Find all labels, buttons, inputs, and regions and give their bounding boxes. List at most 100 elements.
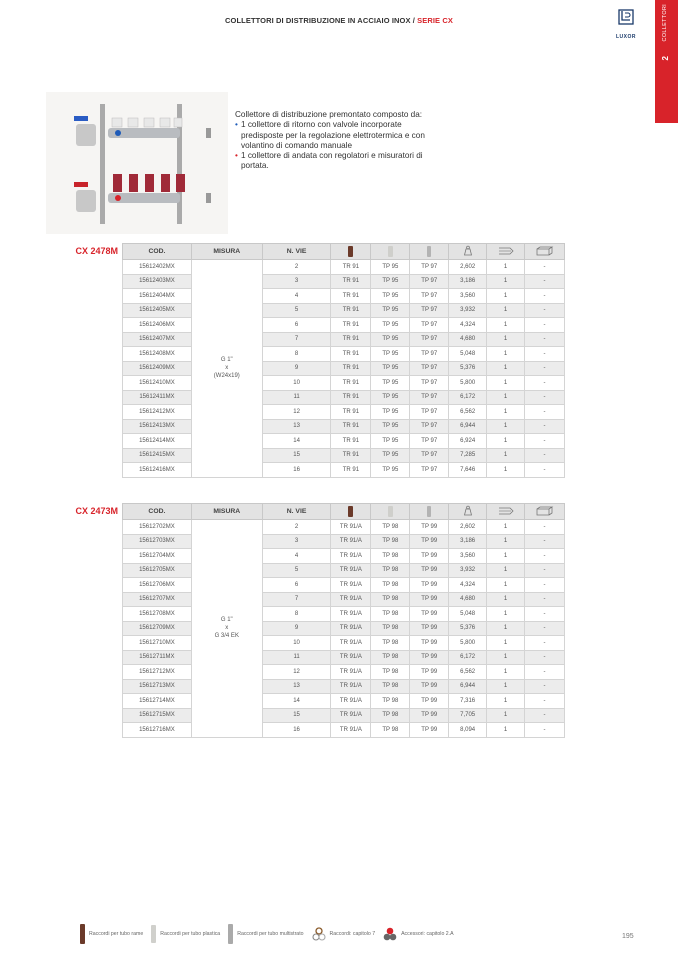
cell-weight: 3,560 bbox=[448, 288, 488, 304]
cell-copper-fitting: TR 91 bbox=[330, 273, 372, 289]
cell-copper-fitting: TR 91/A bbox=[330, 562, 372, 578]
cell-carton: - bbox=[524, 562, 565, 578]
cell-carton: - bbox=[524, 635, 565, 651]
legend-item: Raccordi per tubo multistrato bbox=[228, 924, 304, 944]
page-number: 195 bbox=[622, 933, 634, 940]
cell-copper-fitting: TR 91 bbox=[330, 259, 372, 275]
cell-nvie: 13 bbox=[261, 418, 332, 434]
cell-copper-fitting: TR 91/A bbox=[330, 519, 372, 535]
cell-multilayer-fitting: TP 97 bbox=[409, 447, 450, 463]
cell-copper-fitting: TR 91 bbox=[330, 346, 372, 362]
cell-nvie: 16 bbox=[261, 462, 332, 478]
cell-weight: 4,324 bbox=[448, 317, 488, 333]
cell-carton: - bbox=[524, 678, 565, 694]
cell-quantity: 1 bbox=[486, 375, 526, 391]
cell-weight: 3,186 bbox=[448, 273, 488, 289]
product-table: COD. MISURA N. VIE 15612702MX G 1" x G 3/4 EK 2… bbox=[122, 503, 565, 738]
cell-copper-fitting: TR 91/A bbox=[330, 577, 372, 593]
cell-multilayer-fitting: TP 97 bbox=[409, 404, 450, 420]
cell-cod: 15612415MX bbox=[122, 447, 192, 463]
cell-multilayer-fitting: TP 99 bbox=[409, 722, 450, 738]
cell-cod: 15612702MX bbox=[122, 519, 192, 535]
cell-copper-fitting: TR 91 bbox=[330, 447, 372, 463]
cell-carton: - bbox=[524, 462, 565, 478]
misura-line: (W24x19) bbox=[213, 373, 240, 380]
col-carton-icon bbox=[524, 503, 565, 520]
cell-plastic-fitting: TP 95 bbox=[370, 360, 411, 376]
cell-cod: 15612402MX bbox=[122, 259, 192, 275]
cell-cod: 15612409MX bbox=[122, 360, 192, 376]
cell-quantity: 1 bbox=[486, 331, 526, 347]
cell-weight: 3,186 bbox=[448, 533, 488, 549]
cell-cod: 15612404MX bbox=[122, 288, 192, 304]
cell-copper-fitting: TR 91/A bbox=[330, 548, 372, 564]
cell-plastic-fitting: TP 95 bbox=[370, 259, 411, 275]
cell-carton: - bbox=[524, 375, 565, 391]
product-description: Collettore di distribuzione premontato c… bbox=[235, 110, 425, 172]
col-box-quantity-icon bbox=[486, 243, 526, 260]
box-quantity-icon bbox=[498, 507, 514, 518]
cell-plastic-fitting: TP 95 bbox=[370, 331, 411, 347]
cell-nvie: 6 bbox=[261, 317, 332, 333]
cell-cod: 15612410MX bbox=[122, 375, 192, 391]
cell-cod: 15612710MX bbox=[122, 635, 192, 651]
cell-plastic-fitting: TP 98 bbox=[370, 562, 411, 578]
col-copper-pipe-icon bbox=[330, 503, 372, 520]
cell-carton: - bbox=[524, 519, 565, 535]
col-cod: COD. bbox=[122, 243, 192, 260]
cell-plastic-fitting: TP 98 bbox=[370, 548, 411, 564]
misura-line: x bbox=[225, 625, 229, 632]
legend-item: Raccordi per tubo plastica bbox=[151, 925, 220, 943]
cell-quantity: 1 bbox=[486, 433, 526, 449]
cell-plastic-fitting: TP 98 bbox=[370, 519, 411, 535]
cell-multilayer-fitting: TP 99 bbox=[409, 707, 450, 723]
fittings-rings-icon bbox=[311, 927, 326, 941]
cell-plastic-fitting: TP 98 bbox=[370, 693, 411, 709]
table-header-row: COD. MISURA N. VIE bbox=[122, 503, 565, 520]
cell-weight: 6,562 bbox=[448, 664, 488, 680]
legend-label: Raccordi: capitolo 7 bbox=[329, 931, 376, 937]
cell-cod: 15612705MX bbox=[122, 562, 192, 578]
table-row: 15612711MX 11 TR 91/A TP 98 TP 99 6,172 1- bbox=[122, 649, 565, 665]
cell-carton: - bbox=[524, 302, 565, 318]
cell-carton: - bbox=[524, 606, 565, 622]
cell-plastic-fitting: TP 95 bbox=[370, 418, 411, 434]
cell-plastic-fitting: TP 95 bbox=[370, 389, 411, 405]
cell-nvie: 12 bbox=[261, 404, 332, 420]
col-multilayer-pipe-icon bbox=[409, 243, 450, 260]
cell-copper-fitting: TR 91/A bbox=[330, 606, 372, 622]
cell-plastic-fitting: TP 95 bbox=[370, 404, 411, 420]
cell-carton: - bbox=[524, 404, 565, 420]
cell-misura: G 1" x (W24x19) bbox=[190, 259, 263, 478]
cell-quantity: 1 bbox=[486, 664, 525, 680]
cell-copper-fitting: TR 91 bbox=[330, 375, 372, 391]
cell-nvie: 2 bbox=[261, 519, 332, 535]
cell-carton: - bbox=[524, 533, 565, 549]
cell-plastic-fitting: TP 95 bbox=[370, 317, 411, 333]
cell-nvie: 7 bbox=[261, 591, 332, 607]
cell-nvie: 14 bbox=[261, 433, 332, 449]
cell-carton: - bbox=[524, 288, 565, 304]
table-row: 15612714MX 14 TR 91/A TP 98 TP 99 7,316 1- bbox=[122, 693, 565, 709]
copper-pipe-icon bbox=[348, 246, 354, 257]
cell-nvie: 11 bbox=[261, 649, 332, 665]
cell-multilayer-fitting: TP 97 bbox=[409, 433, 450, 449]
cell-quantity: 1 bbox=[486, 302, 526, 318]
cell-multilayer-fitting: TP 97 bbox=[409, 360, 450, 376]
cell-quantity: 1 bbox=[486, 288, 526, 304]
table-row: 15612708MX 8 TR 91/A TP 98 TP 99 5,048 1- bbox=[122, 606, 565, 622]
chapter-tab[interactable]: COLLETTORI 2 bbox=[655, 0, 678, 123]
cell-multilayer-fitting: TP 97 bbox=[409, 317, 450, 333]
cell-multilayer-fitting: TP 97 bbox=[409, 302, 450, 318]
cell-cod: 15612716MX bbox=[122, 722, 192, 738]
cell-carton: - bbox=[524, 447, 565, 463]
multilayer-pipe-icon bbox=[228, 924, 234, 944]
cell-plastic-fitting: TP 98 bbox=[370, 606, 411, 622]
cell-weight: 5,048 bbox=[448, 606, 488, 622]
table-row: 15612705MX 5 TR 91/A TP 98 TP 99 3,932 1- bbox=[122, 562, 565, 578]
col-plastic-pipe-icon bbox=[370, 503, 411, 520]
misura-line: x bbox=[225, 365, 229, 372]
cell-nvie: 13 bbox=[261, 678, 332, 694]
col-nvie: N. VIE bbox=[261, 243, 332, 260]
cell-weight: 6,172 bbox=[448, 389, 488, 405]
